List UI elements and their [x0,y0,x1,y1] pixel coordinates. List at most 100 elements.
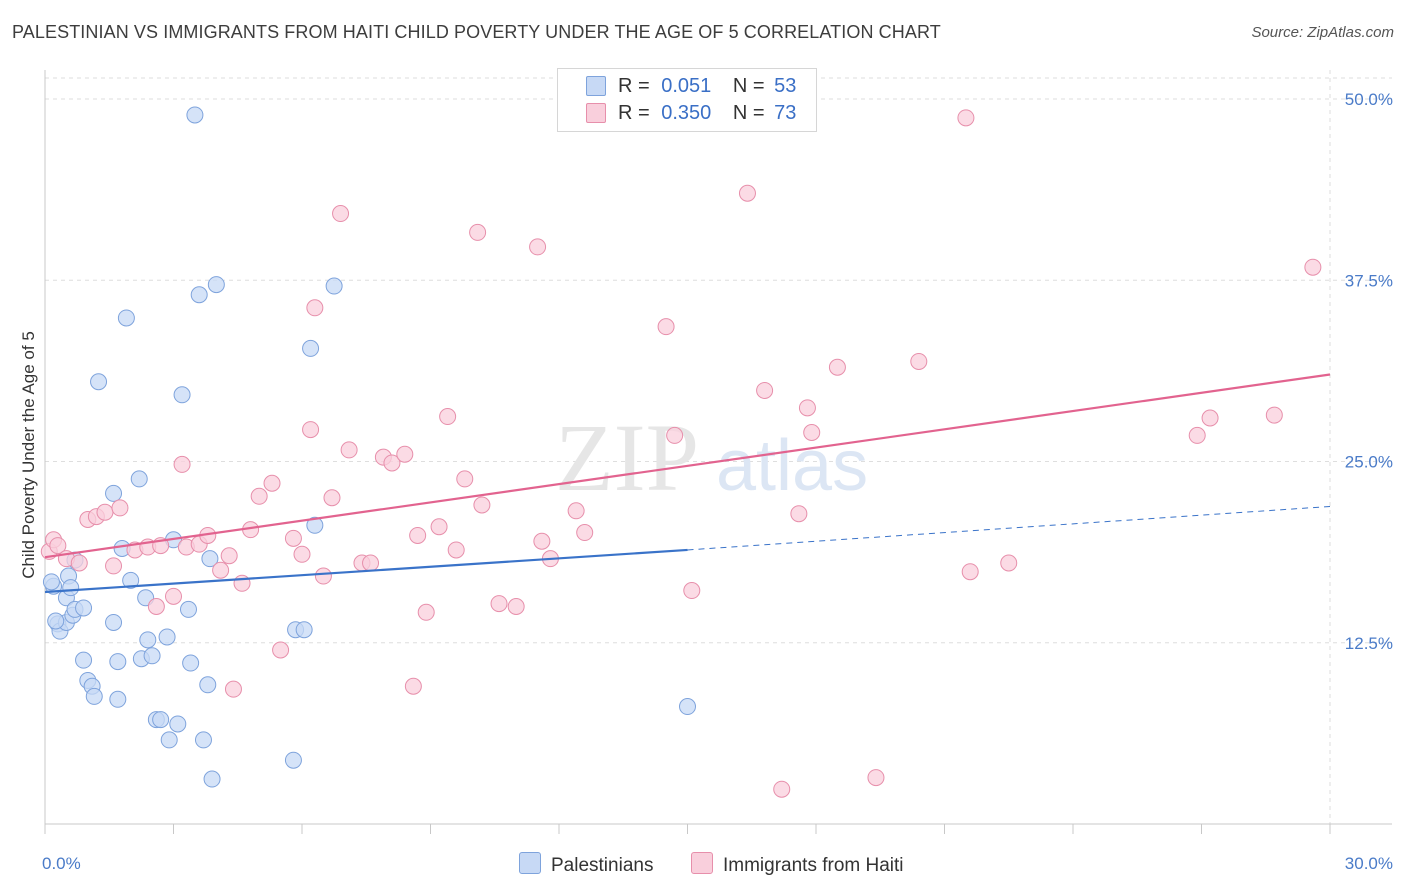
haiti-point [957,109,975,127]
haiti-point [469,223,487,241]
haiti-point [263,474,281,492]
palestinian-point [42,573,60,591]
bottom-legend-label: Immigrants from Haiti [723,855,904,876]
tick-labels: 12.5% 25.0% 37.5% 50.0% 0.0% 30.0% [42,90,1393,873]
haiti-point [306,299,324,317]
haiti-point [828,358,846,376]
y-tick-label: 25.0% [1345,453,1393,472]
haiti-point [409,526,427,544]
palestinian-point [109,690,127,708]
haiti-point [666,426,684,444]
palestinian-point [122,571,140,589]
palestinian-point [284,751,302,769]
palestinian-trend-extension [687,505,1331,551]
legend-r-label: R = [618,75,650,97]
y-tick-label: 37.5% [1345,271,1393,290]
legend-swatch-blue [586,76,606,96]
haiti-point [147,598,165,615]
haiti-point [332,205,350,223]
haiti-point [70,554,88,572]
legend-n-value: 73 [774,102,797,124]
haiti-point [867,769,885,787]
haiti-point [49,537,67,555]
palestinian-point [190,286,208,304]
haiti-point [738,184,756,202]
palestinian-point [130,470,148,488]
palestinian-point [207,276,225,294]
haiti-point [507,598,525,615]
bottom-legend-label: Palestinians [551,855,654,876]
watermark: ZIP atlas [555,404,868,511]
haiti-point [798,399,816,417]
haiti-point [657,318,675,336]
y-tick-label: 50.0% [1345,90,1393,109]
legend-r-label: R = [618,102,650,124]
haiti-point [910,352,928,370]
palestinian-point [160,731,178,749]
axes [44,70,1392,834]
legend-r-value: 0.350 [661,102,712,124]
haiti-point [756,381,774,399]
haiti-point [111,499,129,517]
palestinian-point [194,731,212,749]
haiti-point [404,677,422,695]
y-axis-label: Child Poverty Under the Age of 5 [19,331,38,579]
legend-swatch-pink [586,103,606,123]
haiti-point [1000,554,1018,572]
palestinian-point [302,339,320,357]
x-tick-label: 30.0% [1345,854,1393,873]
palestinian-point [182,654,200,672]
palestinian-point [139,631,157,649]
haiti-point [362,554,380,572]
palestinian-point [75,599,93,617]
watermark-zip: ZIP [555,404,699,511]
x-tick-label: 0.0% [42,854,81,873]
haiti-point [683,582,701,600]
haiti-point [1304,258,1322,276]
haiti-point [790,505,808,523]
haiti-point [396,445,414,463]
haiti-point [961,563,979,581]
haiti-point [383,454,401,472]
data-points [40,106,1322,798]
haiti-point [430,518,448,536]
legend-r-value: 0.051 [661,75,712,97]
bottom-legend-haiti: Immigrants from Haiti [691,852,904,877]
haiti-point [293,545,311,563]
palestinian-point [169,715,187,733]
haiti-point [490,595,508,613]
palestinian-point [199,676,217,694]
haiti-point [224,680,242,698]
haiti-trend-line [44,373,1331,559]
haiti-point [1201,409,1219,427]
palestinian-point [90,373,108,391]
haiti-point [533,532,551,550]
bottom-legend-swatch-pink [691,852,713,874]
haiti-point [447,541,465,559]
palestinian-point [158,628,176,646]
y-tick-label: 12.5% [1345,634,1393,653]
haiti-point [773,780,791,798]
haiti-point [340,441,358,459]
haiti-point [165,587,182,605]
haiti-point [1265,406,1283,424]
palestinian-point [143,647,161,665]
haiti-point [439,408,457,426]
palestinian-point [75,651,93,669]
palestinian-trend-line [44,548,688,594]
palestinian-point [109,653,127,671]
haiti-point [417,603,435,621]
chart-title: PALESTINIAN VS IMMIGRANTS FROM HAITI CHI… [12,22,941,42]
legend-n-value: 53 [774,75,797,97]
haiti-point [96,503,114,521]
grid-lines [45,70,1392,824]
palestinian-point [105,484,123,502]
haiti-point [1188,426,1206,444]
haiti-point [567,502,585,520]
haiti-point [803,424,821,441]
palestinian-point [201,550,219,568]
palestinian-point [85,687,103,705]
palestinian-point [679,698,696,716]
palestinian-point [295,621,313,639]
